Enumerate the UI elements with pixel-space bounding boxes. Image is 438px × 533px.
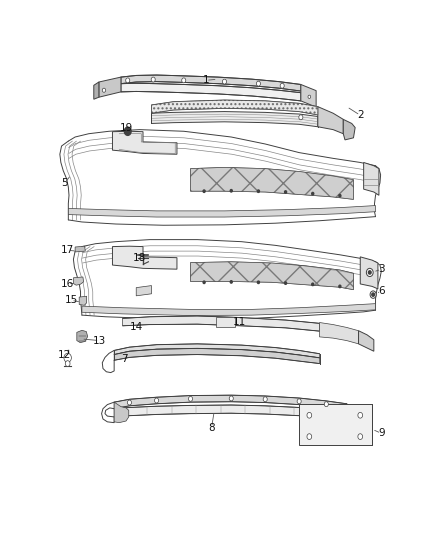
Text: 13: 13	[93, 336, 106, 345]
Polygon shape	[121, 83, 301, 101]
Text: 19: 19	[120, 123, 133, 133]
Circle shape	[203, 281, 205, 284]
Circle shape	[280, 83, 284, 88]
Polygon shape	[360, 257, 378, 289]
Circle shape	[230, 281, 232, 283]
Circle shape	[223, 79, 226, 84]
Polygon shape	[114, 349, 320, 364]
Text: 5: 5	[62, 178, 68, 188]
Circle shape	[182, 78, 186, 83]
Circle shape	[339, 195, 341, 197]
Polygon shape	[114, 405, 346, 421]
Circle shape	[124, 127, 131, 135]
Circle shape	[372, 293, 374, 296]
Polygon shape	[152, 100, 318, 115]
Circle shape	[299, 115, 303, 120]
Text: 18: 18	[133, 253, 146, 263]
Circle shape	[263, 397, 267, 402]
Polygon shape	[79, 296, 87, 305]
Circle shape	[127, 400, 131, 405]
Text: 8: 8	[208, 423, 215, 433]
Bar	[299, 404, 372, 445]
Polygon shape	[114, 344, 320, 358]
Polygon shape	[113, 131, 177, 154]
Polygon shape	[191, 167, 353, 199]
Polygon shape	[113, 246, 177, 269]
Circle shape	[285, 191, 286, 193]
Circle shape	[256, 81, 261, 86]
Polygon shape	[343, 119, 355, 140]
Circle shape	[312, 192, 314, 195]
Polygon shape	[75, 246, 85, 252]
Polygon shape	[191, 262, 353, 290]
Circle shape	[155, 398, 159, 403]
Circle shape	[229, 396, 233, 401]
Polygon shape	[359, 330, 374, 351]
Circle shape	[358, 413, 363, 418]
Text: 16: 16	[61, 279, 74, 288]
Circle shape	[297, 399, 301, 404]
Circle shape	[368, 271, 371, 274]
Polygon shape	[318, 107, 343, 134]
Circle shape	[339, 285, 341, 288]
Text: 1: 1	[202, 75, 209, 85]
Polygon shape	[121, 75, 301, 91]
Circle shape	[258, 281, 259, 284]
Polygon shape	[82, 304, 375, 316]
Polygon shape	[68, 206, 375, 217]
Circle shape	[126, 78, 130, 83]
Circle shape	[324, 402, 328, 407]
Circle shape	[102, 88, 106, 92]
Circle shape	[307, 413, 312, 418]
Text: 9: 9	[378, 429, 385, 438]
Polygon shape	[123, 316, 320, 331]
Circle shape	[308, 95, 311, 99]
Text: 17: 17	[61, 245, 74, 255]
Circle shape	[307, 434, 312, 440]
Polygon shape	[74, 277, 84, 285]
Circle shape	[312, 283, 314, 286]
Circle shape	[370, 291, 376, 298]
Polygon shape	[77, 330, 88, 343]
Circle shape	[285, 282, 286, 284]
Text: 2: 2	[357, 110, 364, 120]
Circle shape	[188, 397, 193, 401]
Circle shape	[258, 190, 259, 192]
Bar	[216, 317, 235, 327]
Text: 15: 15	[64, 295, 78, 305]
Polygon shape	[301, 84, 316, 107]
Polygon shape	[114, 395, 346, 410]
Polygon shape	[136, 286, 152, 296]
Circle shape	[366, 268, 373, 277]
Circle shape	[358, 434, 363, 440]
Text: 7: 7	[121, 354, 128, 365]
Polygon shape	[364, 163, 379, 195]
Polygon shape	[94, 82, 99, 99]
Circle shape	[64, 353, 71, 362]
Text: 14: 14	[130, 322, 143, 333]
Polygon shape	[99, 77, 121, 97]
Text: 6: 6	[378, 286, 385, 296]
Text: 12: 12	[58, 350, 71, 360]
Text: 3: 3	[378, 264, 385, 274]
Text: 11: 11	[233, 317, 246, 327]
Circle shape	[230, 190, 232, 192]
Circle shape	[151, 77, 155, 82]
Polygon shape	[114, 402, 129, 423]
Polygon shape	[152, 111, 318, 127]
Circle shape	[203, 190, 205, 192]
Circle shape	[65, 361, 70, 366]
Polygon shape	[320, 322, 359, 344]
